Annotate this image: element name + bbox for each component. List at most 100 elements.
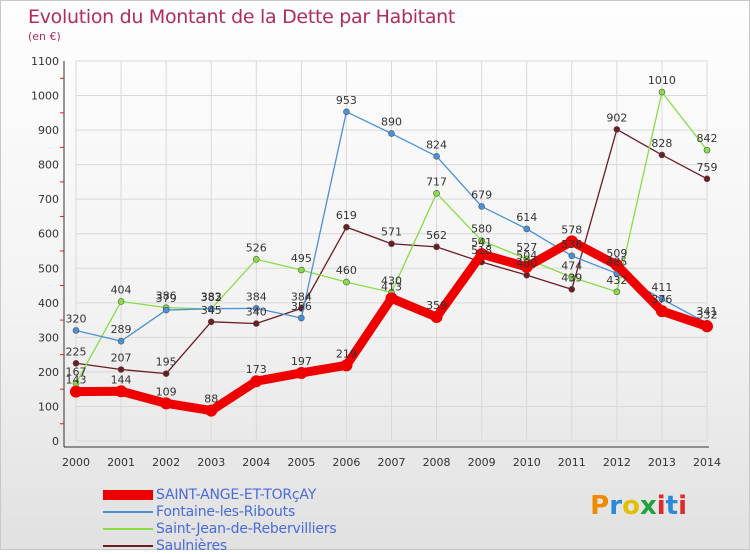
- data-label: 345: [201, 304, 222, 317]
- x-tick-label: 2007: [378, 456, 406, 469]
- data-label: 460: [336, 264, 357, 277]
- data-point: [388, 240, 395, 248]
- data-label: 195: [156, 356, 177, 369]
- data-point: [565, 235, 578, 248]
- data-point: [388, 130, 395, 137]
- data-label: 679: [471, 188, 492, 201]
- data-label: 332: [697, 308, 718, 321]
- x-tick-label: 2004: [242, 456, 270, 469]
- data-point: [478, 237, 485, 244]
- data-point: [340, 359, 353, 372]
- data-point: [117, 298, 125, 305]
- data-point: [252, 320, 260, 327]
- x-tick-label: 2005: [287, 456, 315, 469]
- data-label: 504: [516, 249, 537, 262]
- legend-swatch: [103, 489, 153, 500]
- data-label: 717: [426, 175, 447, 188]
- data-label: 1010: [648, 74, 676, 87]
- data-point: [568, 286, 576, 293]
- data-label: 219: [336, 347, 357, 360]
- data-label: 509: [606, 247, 627, 260]
- data-label: 439: [561, 271, 582, 284]
- data-label: 341: [697, 305, 718, 318]
- x-tick-label: 2012: [603, 456, 631, 469]
- legend-label: Saulnières: [156, 537, 227, 554]
- data-point: [160, 397, 173, 410]
- data-point: [295, 366, 308, 379]
- y-tick-label: 800: [38, 159, 59, 172]
- x-tick-label: 2010: [513, 456, 541, 469]
- data-label: 109: [156, 385, 177, 398]
- data-label: 384: [246, 290, 267, 303]
- x-tick-label: 2013: [648, 456, 676, 469]
- legend: SAINT-ANGE-ET-TORçAY Fontaine-les-Ribouts…: [103, 486, 337, 554]
- data-point: [433, 243, 440, 251]
- data-label: 571: [381, 226, 402, 239]
- data-label: 379: [156, 292, 177, 305]
- data-point: [703, 146, 711, 154]
- data-point: [520, 260, 533, 273]
- y-tick-label: 900: [38, 124, 59, 137]
- data-label: 359: [426, 299, 447, 312]
- x-tick-label: 2006: [332, 456, 360, 469]
- data-label: 173: [246, 363, 267, 376]
- series-0: [72, 126, 711, 377]
- data-point: [117, 366, 125, 373]
- data-point: [70, 385, 82, 398]
- data-label: 541: [471, 236, 492, 249]
- legend-label: Fontaine-les-Ribouts: [156, 503, 296, 520]
- legend-swatch: [103, 510, 153, 513]
- grid: [75, 60, 708, 442]
- data-label: 383: [201, 291, 222, 304]
- data-label: 197: [291, 355, 312, 368]
- data-label: 614: [516, 211, 537, 224]
- data-label: 207: [111, 351, 132, 364]
- legend-swatch: [103, 527, 153, 530]
- data-label: 474: [561, 259, 582, 272]
- data-point: [205, 404, 218, 417]
- y-tick-label: 400: [38, 297, 59, 310]
- data-point: [162, 306, 170, 314]
- legend-swatch: [103, 544, 153, 547]
- data-point: [613, 288, 621, 296]
- value-labels: 225 207 195 345 340 384 619 571 562 518 480 439 902 8…: [66, 74, 718, 406]
- x-tick-label: 2003: [197, 456, 225, 469]
- data-label: 413: [381, 280, 402, 293]
- data-point: [703, 175, 711, 183]
- x-tick-label: 2011: [558, 456, 586, 469]
- x-tick-label: 2002: [152, 456, 180, 469]
- data-point: [115, 385, 128, 398]
- legend-label: Saint-Jean-de-Rebervilliers: [156, 520, 337, 537]
- y-tick-label: 0: [52, 435, 59, 448]
- y-tick-label: 1000: [31, 90, 59, 103]
- data-point: [568, 252, 576, 260]
- chart-title: Evolution du Montant de la Dette par Hab…: [28, 6, 456, 28]
- data-label: 495: [291, 252, 312, 265]
- legend-item: Fontaine-les-Ribouts: [103, 503, 336, 520]
- legend-item: Saint-Jean-de-Rebervilliers: [103, 520, 337, 537]
- data-point: [343, 223, 350, 231]
- data-label: 526: [246, 241, 267, 254]
- proxiti-logo: Proxiti: [590, 491, 687, 521]
- x-tick-label: 2001: [107, 456, 135, 469]
- data-label: 824: [426, 138, 447, 151]
- data-label: 580: [471, 223, 492, 236]
- data-label: 953: [336, 94, 357, 107]
- data-label: 619: [336, 209, 357, 222]
- data-point: [343, 278, 350, 286]
- data-point: [523, 225, 531, 233]
- legend-item: Saulnières: [103, 537, 336, 554]
- y-tick-label: 500: [38, 262, 59, 275]
- data-label: 340: [246, 306, 267, 319]
- data-label: 356: [291, 300, 312, 313]
- data-point: [658, 295, 666, 303]
- data-point: [430, 310, 443, 323]
- data-point: [117, 337, 125, 345]
- data-label: 320: [66, 312, 87, 325]
- data-label: 167: [66, 365, 87, 378]
- data-point: [433, 153, 440, 160]
- data-label: 404: [111, 283, 132, 296]
- data-point: [568, 273, 576, 281]
